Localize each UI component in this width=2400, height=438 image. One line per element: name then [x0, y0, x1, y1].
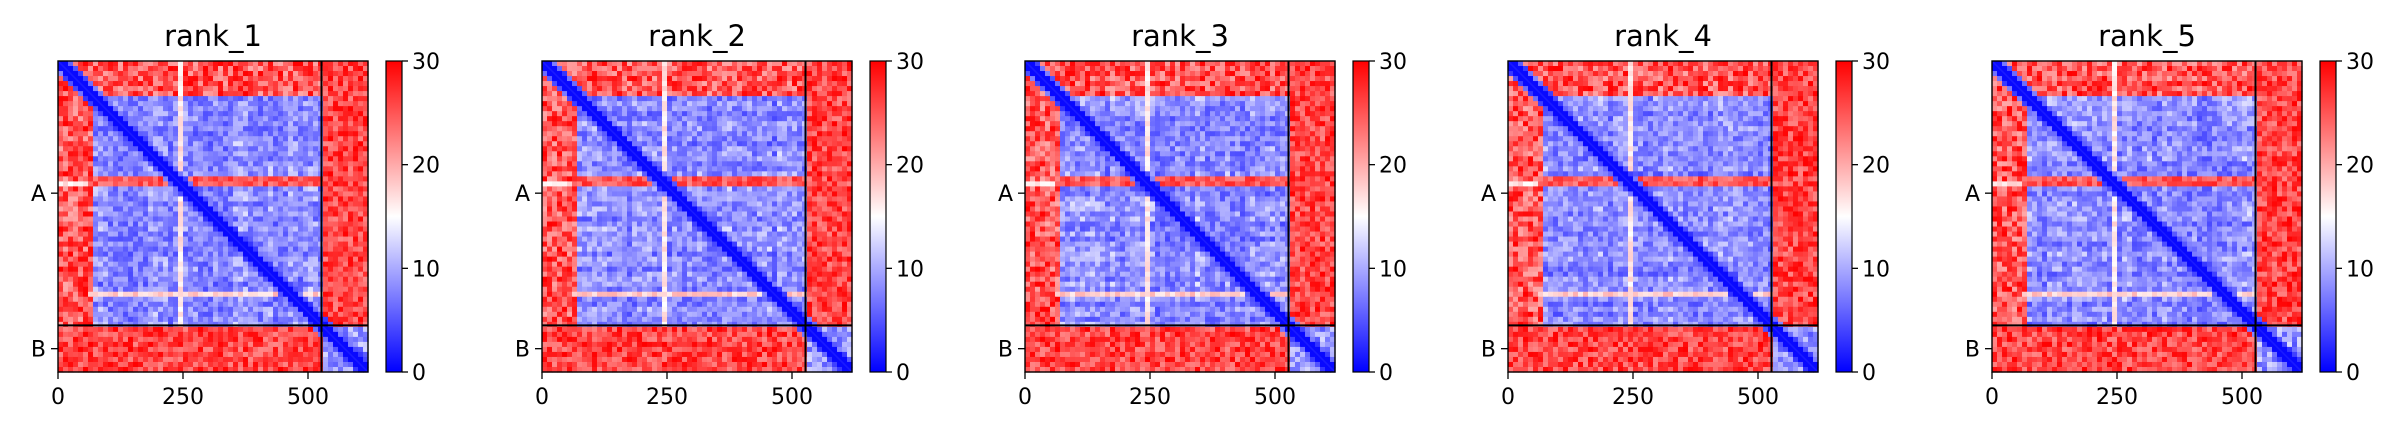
plot-frame — [1024, 60, 1336, 373]
colorbar-tick-label: 20 — [896, 154, 924, 179]
panel-title: rank_4 — [1614, 19, 1712, 53]
colorbar-tick-label: 30 — [2346, 50, 2374, 75]
y-tick-label-chain-B: B — [31, 338, 46, 363]
panel-title: rank_1 — [164, 19, 262, 53]
colorbar — [869, 60, 887, 373]
plot-frame — [57, 60, 369, 373]
y-tick-label-chain-A: A — [1965, 182, 1980, 207]
x-tick-label: 250 — [1612, 385, 1654, 410]
y-tick-label-chain-B: B — [515, 338, 530, 363]
colorbar — [1835, 60, 1853, 373]
panel-title: rank_3 — [1131, 19, 1229, 53]
colorbar-tick-label: 10 — [896, 257, 924, 282]
y-tick-label-chain-B: B — [998, 338, 1013, 363]
panel-title: rank_2 — [648, 19, 746, 53]
x-tick-label: 500 — [1737, 385, 1779, 410]
colorbar-tick-label: 20 — [2346, 154, 2374, 179]
colorbar-tick-label: 30 — [896, 50, 924, 75]
colorbar — [385, 60, 403, 373]
colorbar — [1352, 60, 1370, 373]
y-tick-label-chain-A: A — [1481, 182, 1496, 207]
heatmap-rank_3 — [1025, 61, 1336, 373]
colorbar-tick-label: 20 — [412, 154, 440, 179]
x-tick-label: 0 — [535, 385, 549, 410]
plot-frame — [1991, 60, 2303, 373]
y-tick-label-chain-A: A — [31, 182, 46, 207]
colorbar-tick-label: 20 — [1862, 154, 1890, 179]
x-tick-label: 500 — [1254, 385, 1296, 410]
y-tick-label-chain-A: A — [998, 182, 1013, 207]
colorbar-tick-label: 30 — [1379, 50, 1407, 75]
x-tick-label: 250 — [1129, 385, 1171, 410]
colorbar-tick-label: 0 — [412, 361, 426, 386]
colorbar-tick-label: 30 — [412, 50, 440, 75]
diagonal-line — [1507, 60, 1819, 373]
colorbar-tick-label: 30 — [1862, 50, 1890, 75]
x-tick-label: 250 — [162, 385, 204, 410]
x-tick-label: 0 — [1018, 385, 1032, 410]
diagonal-line — [1024, 60, 1336, 373]
x-tick-label: 500 — [2221, 385, 2263, 410]
x-tick-label: 250 — [2096, 385, 2138, 410]
colorbar-tick-label: 10 — [1379, 257, 1407, 282]
diagonal-line — [541, 60, 853, 373]
colorbar-tick-label: 10 — [412, 257, 440, 282]
panel-title: rank_5 — [2098, 19, 2196, 53]
plot-frame — [1507, 60, 1819, 373]
colorbar-tick-label: 0 — [1862, 361, 1876, 386]
x-tick-label: 0 — [51, 385, 65, 410]
y-tick-label-chain-A: A — [515, 182, 530, 207]
colorbar-tick-label: 10 — [1862, 257, 1890, 282]
x-tick-label: 250 — [646, 385, 688, 410]
y-tick-label-chain-B: B — [1965, 338, 1980, 363]
colorbar-tick-label: 0 — [1379, 361, 1393, 386]
x-tick-label: 500 — [771, 385, 813, 410]
colorbar-tick-label: 0 — [2346, 361, 2360, 386]
x-tick-label: 0 — [1985, 385, 1999, 410]
plot-frame — [541, 60, 853, 373]
x-tick-label: 500 — [287, 385, 329, 410]
heatmap-rank_1 — [58, 61, 369, 373]
y-tick-label-chain-B: B — [1481, 338, 1496, 363]
x-tick-label: 0 — [1501, 385, 1515, 410]
colorbar-tick-label: 0 — [896, 361, 910, 386]
heatmap-rank_5 — [1992, 61, 2303, 373]
diagonal-line — [1991, 60, 2303, 373]
diagonal-line — [57, 60, 369, 373]
colorbar — [2319, 60, 2337, 373]
colorbar-tick-label: 10 — [2346, 257, 2374, 282]
colorbar-tick-label: 20 — [1379, 154, 1407, 179]
